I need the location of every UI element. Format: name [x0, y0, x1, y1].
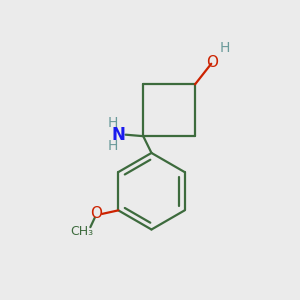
Text: N: N — [112, 126, 126, 144]
Text: H: H — [108, 139, 118, 153]
Text: O: O — [206, 55, 218, 70]
Text: H: H — [108, 116, 118, 130]
Text: CH₃: CH₃ — [70, 225, 93, 238]
Text: H: H — [219, 41, 230, 56]
Text: O: O — [90, 206, 102, 221]
